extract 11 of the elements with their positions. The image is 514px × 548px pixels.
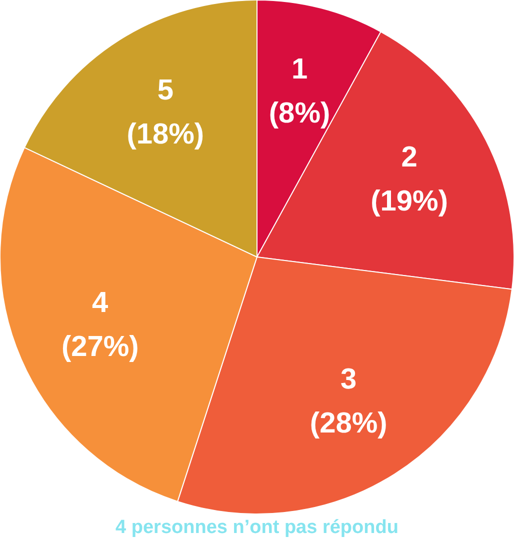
data-label: (27%) [61,330,139,363]
data-label: (28%) [310,407,388,440]
data-label: (19%) [370,185,448,218]
data-label: (18%) [126,118,204,151]
slice-label: 4 [92,286,108,319]
text: 4 personnes n’ont pas répondu [116,517,398,538]
slice-label: 5 [157,74,174,107]
slice-label: 3 [340,363,357,396]
slice-label: 2 [401,141,418,174]
slice-label: 1 [291,53,308,86]
data-label: (8%) [268,97,330,130]
